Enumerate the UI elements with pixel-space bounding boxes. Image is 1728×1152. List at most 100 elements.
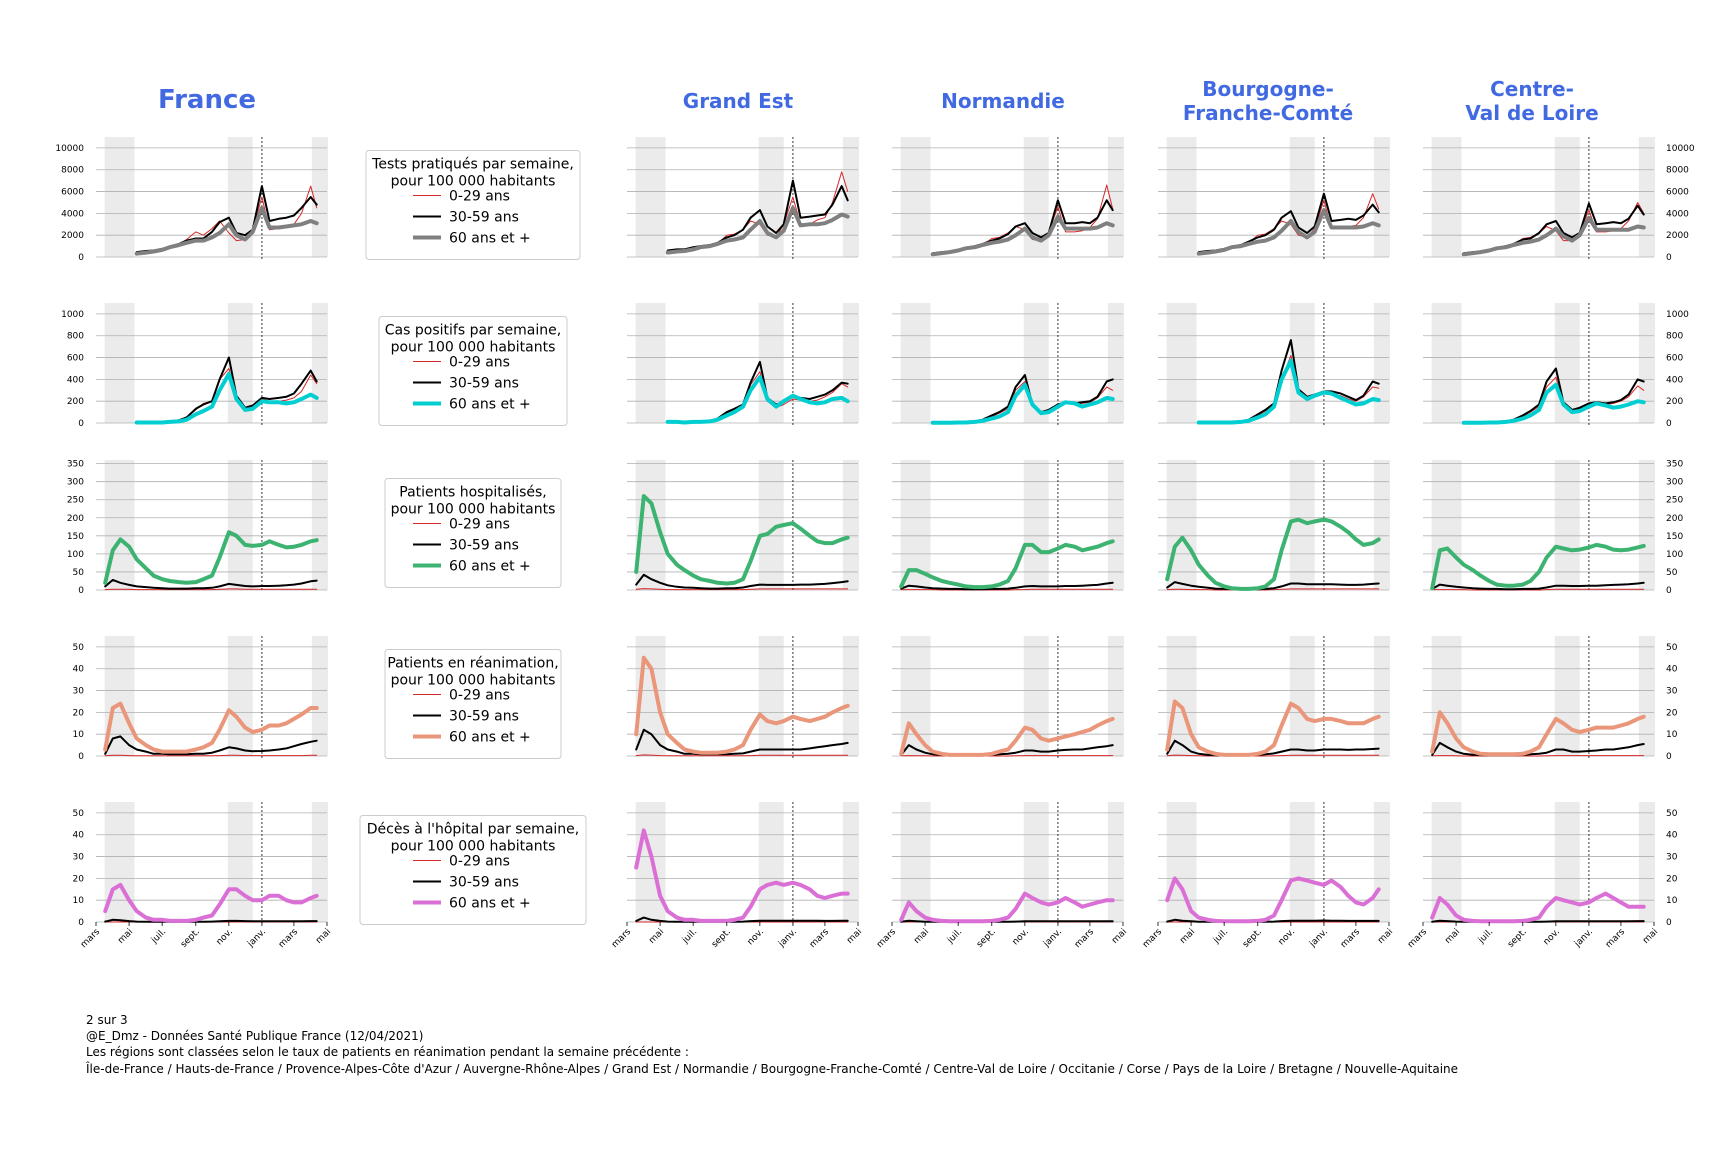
x-tick-label: sept.: [975, 927, 998, 950]
panel-grand-est-hosp: [627, 460, 860, 592]
x-tick-label: mai: [1443, 927, 1462, 946]
lockdown-shade-2: [227, 636, 253, 756]
legend-deaths: Décès à l'hôpital par semaine,pour 100 0…: [359, 815, 587, 925]
series-60-ans-et: [134, 205, 319, 256]
lockdown-shade-3: [1373, 636, 1391, 756]
legend-label-60-ans-et: 60 ans et +: [449, 896, 531, 912]
x-tick-label: mai: [314, 927, 333, 946]
series-0-29-ans: [1431, 588, 1645, 591]
y-tick-label: 10: [73, 730, 85, 740]
legend-label-60-ans-et: 60 ans et +: [449, 231, 531, 247]
legend-title: Cas positifs par semaine,: [385, 323, 561, 339]
lockdown-shade-3: [1638, 636, 1656, 756]
y-tick-label: 30: [1666, 853, 1678, 863]
x-tick-label: mars: [808, 927, 831, 950]
series-30-59-ans: [900, 744, 1114, 757]
column-title-france: France: [158, 85, 256, 115]
y-tick-label: 20: [73, 708, 85, 718]
y-tick-label: 0: [1666, 586, 1672, 596]
legend-label-0-29-ans: 0-29 ans: [449, 189, 510, 205]
x-tick-label: sept.: [179, 927, 202, 950]
y-tick-label: 0: [1666, 253, 1672, 263]
panel-bourgogne-franche-comte-hosp: [1158, 460, 1391, 592]
series-30-59-ans: [1166, 918, 1380, 923]
y-tick-label: 200: [1666, 514, 1683, 524]
x-tick-label: mars: [1339, 927, 1362, 950]
panel-normandie-tests: [892, 137, 1125, 259]
lockdown-shade-2: [227, 802, 253, 922]
series-60-ans-et: [665, 205, 850, 255]
x-tick-label: juil.: [1211, 927, 1230, 946]
series-30-59-ans: [1431, 741, 1645, 757]
legend-title: Décès à l'hôpital par semaine,: [367, 822, 579, 838]
series-60-ans-et: [899, 716, 1115, 757]
y-tick-label: 4000: [1666, 209, 1689, 219]
lockdown-shade-3: [1107, 802, 1125, 922]
y-tick-label: 30: [73, 687, 85, 697]
y-tick-label: 0: [78, 586, 84, 596]
series-60-ans-et: [1196, 208, 1381, 256]
lockdown-shade-1: [900, 802, 931, 922]
footer-page: 2 sur 3: [86, 1013, 128, 1027]
series-0-29-ans: [635, 754, 849, 757]
footer-ranking-note: Les régions sont classées selon le taux …: [86, 1045, 689, 1059]
lockdown-shade-2: [1554, 303, 1580, 423]
series-30-59-ans: [1166, 581, 1380, 591]
series-30-59-ans: [1462, 367, 1645, 424]
x-tick-label: janv.: [1572, 927, 1595, 950]
lockdown-shade-2: [1554, 460, 1580, 590]
legend-label-30-59-ans: 30-59 ans: [449, 709, 519, 725]
lockdown-shade-3: [1638, 460, 1656, 590]
legend-title: pour 100 000 habitants: [391, 673, 556, 689]
legend-title: Patients en réanimation,: [387, 656, 558, 672]
y-tick-label: 200: [67, 397, 84, 407]
lockdown-shade-2: [758, 137, 784, 257]
panel-grand-est-deaths: mars mai juil. sept. nov. janv. mars mai: [610, 802, 864, 950]
x-tick-label: juil.: [149, 927, 168, 946]
panel-bourgogne-franche-comte-tests: [1158, 137, 1391, 259]
lockdown-shade-3: [842, 137, 860, 257]
lockdown-shade-2: [1023, 303, 1049, 423]
y-tick-label: 150: [67, 532, 84, 542]
series-60-ans-et: [1430, 710, 1646, 757]
column-titles: France Grand Est Normandie Bourgogne-Franch…: [158, 77, 1599, 125]
x-tick-label: mai: [1110, 927, 1129, 946]
panel-bourgogne-franche-comte-icu: [1158, 636, 1391, 758]
y-tick-label: 350: [67, 460, 84, 470]
series-60-ans-et: [1430, 891, 1646, 924]
x-tick-label: nov.: [215, 927, 235, 947]
x-tick-label: janv.: [1307, 927, 1330, 950]
y-tick-label: 0: [1666, 918, 1672, 928]
lockdown-shade-2: [1023, 460, 1049, 590]
lockdown-shade-3: [842, 636, 860, 756]
legend-title: Patients hospitalisés,: [399, 485, 547, 501]
legend-label-0-29-ans: 0-29 ans: [449, 517, 510, 533]
x-tick-label: sept.: [710, 927, 733, 950]
lockdown-shade-1: [635, 303, 666, 423]
y-tick-label: 250: [67, 496, 84, 506]
lockdown-shade-3: [311, 460, 329, 590]
y-tick-label: 6000: [1666, 188, 1689, 198]
series-30-59-ans: [666, 179, 849, 252]
x-tick-label: mai: [647, 927, 666, 946]
column-title-normandie: Normandie: [941, 89, 1065, 113]
series-0-29-ans: [900, 588, 1114, 591]
y-tick-label: 300: [67, 478, 84, 488]
y-tick-label: 30: [73, 853, 85, 863]
legend-label-0-29-ans: 0-29 ans: [449, 355, 510, 371]
x-tick-label: mai: [116, 927, 135, 946]
series-60-ans-et: [899, 891, 1115, 924]
legend-box: [384, 649, 562, 759]
panel-bourgogne-franche-comte-deaths: mars mai juil. sept. nov. janv. mars mai: [1141, 802, 1395, 950]
series-30-59-ans: [104, 578, 318, 590]
y-tick-label: 50: [73, 643, 85, 653]
lockdown-shade-2: [1289, 802, 1315, 922]
panel-france-cases: 0 200 400 600 800 1000: [61, 303, 329, 429]
panel-france-tests: 0 2000 4000 6000 8000 10000: [55, 137, 329, 263]
x-tick-label: janv.: [1041, 927, 1064, 950]
panel-grand-est-tests: [627, 137, 860, 259]
